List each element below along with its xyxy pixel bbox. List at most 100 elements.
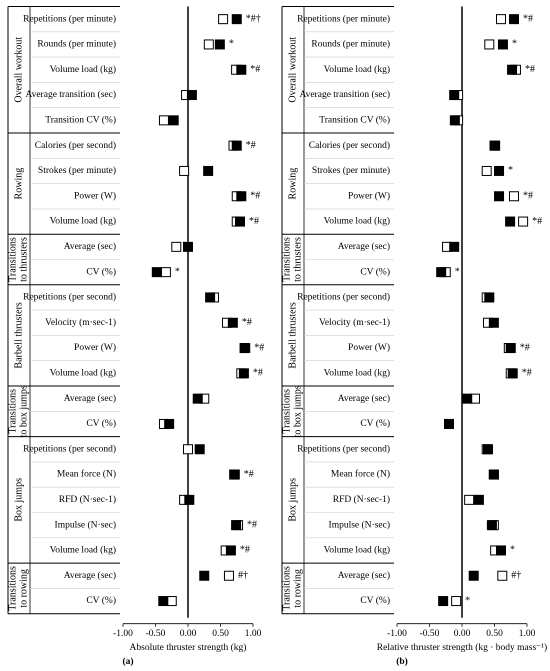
panel-label: (a) — [122, 656, 133, 667]
marker — [236, 64, 247, 75]
x-tick-label: -0.50 — [420, 629, 440, 639]
group-label-line: to thrusters — [19, 237, 30, 282]
marker — [151, 267, 162, 278]
row-label: Velocity (m·sec-1) — [319, 317, 390, 328]
marker — [496, 545, 506, 556]
marker — [160, 267, 171, 278]
marker — [509, 191, 519, 202]
x-tick-label: 0.00 — [180, 629, 197, 639]
row-label: Velocity (m·sec-1) — [45, 317, 116, 328]
group-label-line: Transitions — [282, 237, 293, 282]
annotation: * — [455, 266, 460, 277]
row-label: Rounds (per minute) — [311, 39, 390, 50]
marker — [462, 393, 473, 404]
row-label: Volume load (kg) — [50, 216, 116, 227]
row-label: Repetitions (per minute) — [297, 13, 390, 24]
marker — [451, 596, 462, 607]
row-label: Power (W) — [348, 190, 390, 201]
row-label: Repetitions (per second) — [297, 443, 390, 454]
marker — [507, 64, 518, 75]
marker — [199, 570, 210, 581]
group-label: Barbell thrusters — [287, 302, 298, 368]
annotation: *# — [523, 191, 533, 202]
marker — [236, 191, 247, 202]
group-label: Transitionsto box jumps — [282, 385, 304, 437]
marker — [505, 343, 516, 354]
marker — [235, 216, 245, 227]
marker — [231, 14, 242, 25]
group-label: Box jumps — [287, 478, 298, 522]
marker — [484, 39, 495, 50]
group-label: Transitionsto thrusters — [282, 237, 304, 282]
marker — [449, 90, 460, 101]
marker — [436, 267, 447, 278]
row-label: Volume load (kg) — [324, 545, 390, 556]
row-label: Average (sec) — [64, 241, 116, 252]
row-label: Repetitions (per second) — [297, 292, 390, 303]
marker — [494, 165, 505, 176]
marker — [438, 596, 449, 607]
x-axis-title: Relative thruster strength (kg · body ma… — [377, 642, 547, 653]
group-label: Rowing — [287, 168, 298, 200]
annotation: *# — [522, 368, 532, 379]
annotation: *# — [249, 216, 259, 227]
row-label: Calories (per second) — [35, 140, 116, 151]
marker — [203, 39, 214, 50]
marker — [186, 90, 197, 101]
marker — [192, 393, 203, 404]
row-label: CV (%) — [86, 266, 116, 277]
row-label: Mean force (N) — [331, 469, 390, 480]
group-label-line: to box jumps — [293, 385, 304, 437]
row-label: Power (W) — [348, 342, 390, 353]
marker — [183, 444, 193, 455]
row-label: Strokes (per minute) — [38, 165, 116, 176]
annotation: #† — [511, 570, 521, 581]
row-label: Average (sec) — [338, 241, 390, 252]
marker — [497, 570, 508, 581]
annotation: *# — [520, 342, 530, 353]
annotation: * — [510, 545, 515, 556]
row-label: Volume load (kg) — [324, 368, 390, 379]
marker — [449, 241, 460, 252]
group-label-line: to rowing — [19, 569, 30, 608]
row-label: Impulse (N·sec) — [55, 519, 116, 530]
row-label: Rounds (per minute) — [37, 39, 116, 50]
group-label-line: Transitions — [8, 566, 19, 611]
row-label: Strokes (per minute) — [312, 165, 390, 176]
marker — [505, 216, 516, 227]
annotation: * — [465, 595, 470, 606]
marker — [229, 469, 240, 480]
annotation: *# — [523, 13, 533, 24]
row-label: Repetitions (per minute) — [23, 13, 116, 24]
row-label: Average transition (sec) — [299, 89, 390, 100]
annotation: *# — [525, 64, 535, 75]
marker — [183, 241, 193, 252]
marker — [168, 115, 179, 126]
marker — [497, 39, 508, 50]
x-tick-label: 1.00 — [245, 629, 262, 639]
annotation: *# — [253, 368, 263, 379]
marker — [231, 140, 242, 151]
marker — [171, 241, 182, 252]
annotation: #† — [238, 570, 248, 581]
annotation: *# — [250, 64, 260, 75]
annotation: *# — [244, 469, 254, 480]
marker — [240, 343, 251, 354]
marker — [223, 570, 234, 581]
group-label-line: Transitions — [282, 389, 293, 434]
group-label: Box jumps — [13, 478, 24, 522]
row-label: RFD (N·sec-1) — [59, 494, 116, 505]
marker — [494, 191, 505, 202]
group-label-line: to thrusters — [293, 237, 304, 282]
annotation: * — [512, 39, 517, 50]
marker — [484, 292, 495, 303]
marker — [214, 39, 225, 50]
row-label: Calories (per second) — [309, 140, 390, 151]
annotation: *#† — [246, 13, 261, 24]
marker — [218, 14, 229, 25]
group-label-line: Transitions — [8, 237, 19, 282]
row-label: CV (%) — [86, 418, 116, 429]
marker — [464, 494, 475, 505]
annotation: * — [229, 39, 234, 50]
x-tick-label: 1.00 — [519, 629, 536, 639]
